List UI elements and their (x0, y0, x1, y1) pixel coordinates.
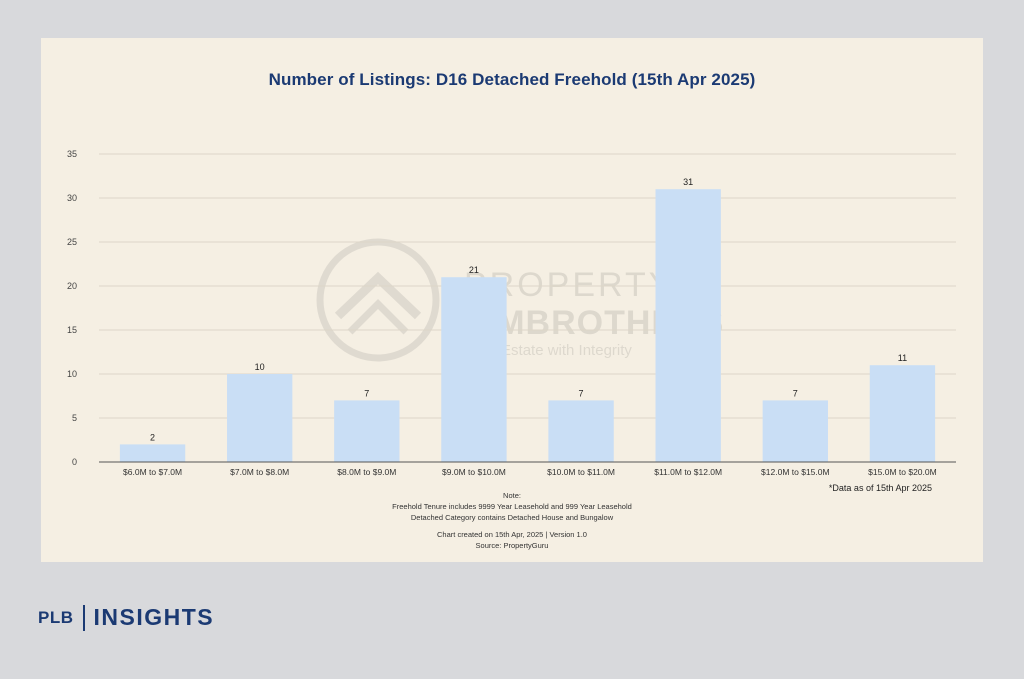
watermark-tagline: Real Estate with Integrity (466, 342, 632, 359)
data-label: 7 (364, 388, 369, 398)
x-tick-label: $7.0M to $8.0M (230, 467, 289, 477)
bar (655, 189, 721, 462)
y-tick-label: 10 (67, 369, 77, 379)
x-tick-label: $11.0M to $12.0M (654, 467, 722, 477)
bar (762, 400, 828, 462)
logo-insights: INSIGHTS (93, 604, 215, 630)
data-label: 10 (255, 362, 265, 372)
data-label: 7 (579, 388, 584, 398)
note-heading: Note: (503, 491, 521, 500)
bar (548, 400, 614, 462)
note-created: Chart created on 15th Apr, 2025 | Versio… (437, 530, 587, 539)
y-tick-label: 15 (67, 325, 77, 335)
note-source: Source: PropertyGuru (475, 541, 549, 550)
x-tick-label: $12.0M to $15.0M (761, 467, 830, 477)
data-label: 21 (469, 265, 479, 275)
y-tick-label: 0 (72, 457, 77, 467)
x-tick-label: $10.0M to $11.0M (547, 467, 615, 477)
note-line-2: Detached Category contains Detached Hous… (410, 513, 614, 522)
y-tick-label: 25 (67, 237, 77, 247)
bar (441, 277, 507, 462)
x-tick-label: $6.0M to $7.0M (123, 467, 182, 477)
bar (227, 374, 293, 462)
y-tick-label: 35 (67, 149, 77, 159)
y-tick-label: 20 (67, 281, 77, 291)
data-as-of-note: *Data as of 15th Apr 2025 (828, 483, 932, 493)
x-tick-label: $9.0M to $10.0M (442, 467, 506, 477)
bar-chart: 0 5 10 15 20 25 30 35 2 $6.0M to $7.0M 10 $7.0M to … (67, 149, 956, 477)
chart-title: Number of Listings: D16 Detached Freehol… (268, 70, 756, 89)
chart-card: Number of Listings: D16 Detached Freehol… (41, 38, 983, 562)
x-tick-label: $8.0M to $9.0M (337, 467, 396, 477)
data-label: 7 (793, 388, 798, 398)
data-label: 2 (150, 432, 155, 442)
bar (334, 400, 400, 462)
plb-insights-logo: PLB INSIGHTS (38, 604, 214, 631)
y-tick-label: 5 (72, 413, 77, 423)
data-label: 11 (898, 353, 907, 363)
bar (869, 365, 936, 462)
bar (119, 444, 186, 462)
x-tick-label: $15.0M to $20.0M (868, 467, 937, 477)
note-line-1: Freehold Tenure includes 9999 Year Lease… (392, 502, 632, 511)
logo-divider (82, 604, 85, 631)
logo-plb: PLB (38, 607, 74, 627)
y-tick-label: 30 (67, 193, 77, 203)
chart-notes: Note: Freehold Tenure includes 9999 Year… (41, 490, 983, 551)
data-label: 31 (683, 177, 693, 187)
